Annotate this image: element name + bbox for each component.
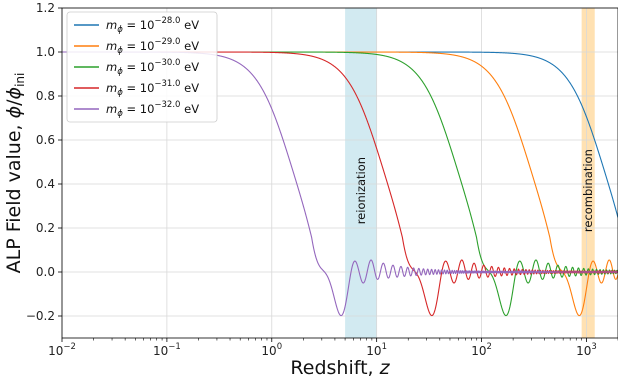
- y-tick-label: 0.0: [36, 265, 55, 279]
- band-recombination: [581, 8, 595, 338]
- x-axis-ticks: 10−2 10−1 100 101 102 103: [48, 338, 618, 358]
- legend-entry: mϕ = 10−32.0 eV: [106, 100, 199, 119]
- y-tick-label: 0.6: [36, 133, 55, 147]
- shaded-bands: [345, 8, 595, 338]
- legend-entry: mϕ = 10−28.0 eV: [106, 16, 199, 35]
- y-tick-label: 0.4: [36, 177, 55, 191]
- y-axis-label: ALP Field value, ϕ/ϕini: [3, 73, 27, 274]
- x-tick-label: 10−1: [153, 342, 181, 358]
- y-tick-label: 0.8: [36, 89, 55, 103]
- x-tick-label: 103: [576, 342, 597, 358]
- legend: mϕ = 10−28.0 eV mϕ = 10−29.0 eV mϕ = 10−30…: [66, 11, 218, 123]
- legend-box: [66, 11, 218, 123]
- y-tick-label: −0.2: [26, 309, 55, 323]
- band-label-reionization: reionization: [354, 157, 368, 224]
- legend-entry: mϕ = 10−29.0 eV: [106, 37, 199, 56]
- y-tick-label: 1.0: [36, 45, 55, 59]
- x-tick-label: 101: [366, 342, 387, 358]
- x-tick-label: 102: [471, 342, 492, 358]
- band-labels: reionization recombination: [354, 149, 595, 232]
- y-axis-ticks: −0.2 0.0 0.2 0.4 0.6 0.8 1.0 1.2: [26, 1, 62, 323]
- y-tick-label: 0.2: [36, 221, 55, 235]
- band-label-recombination: recombination: [581, 149, 595, 232]
- legend-entry: mϕ = 10−30.0 eV: [106, 58, 199, 77]
- legend-entry: mϕ = 10−31.0 eV: [106, 79, 199, 98]
- band-reionization: [345, 8, 377, 338]
- x-axis-label: Redshift, z: [290, 357, 390, 379]
- y-tick-label: 1.2: [36, 1, 55, 15]
- plot-frame: [61, 7, 618, 339]
- x-tick-label: 100: [261, 342, 282, 358]
- x-tick-label: 10−2: [48, 342, 76, 358]
